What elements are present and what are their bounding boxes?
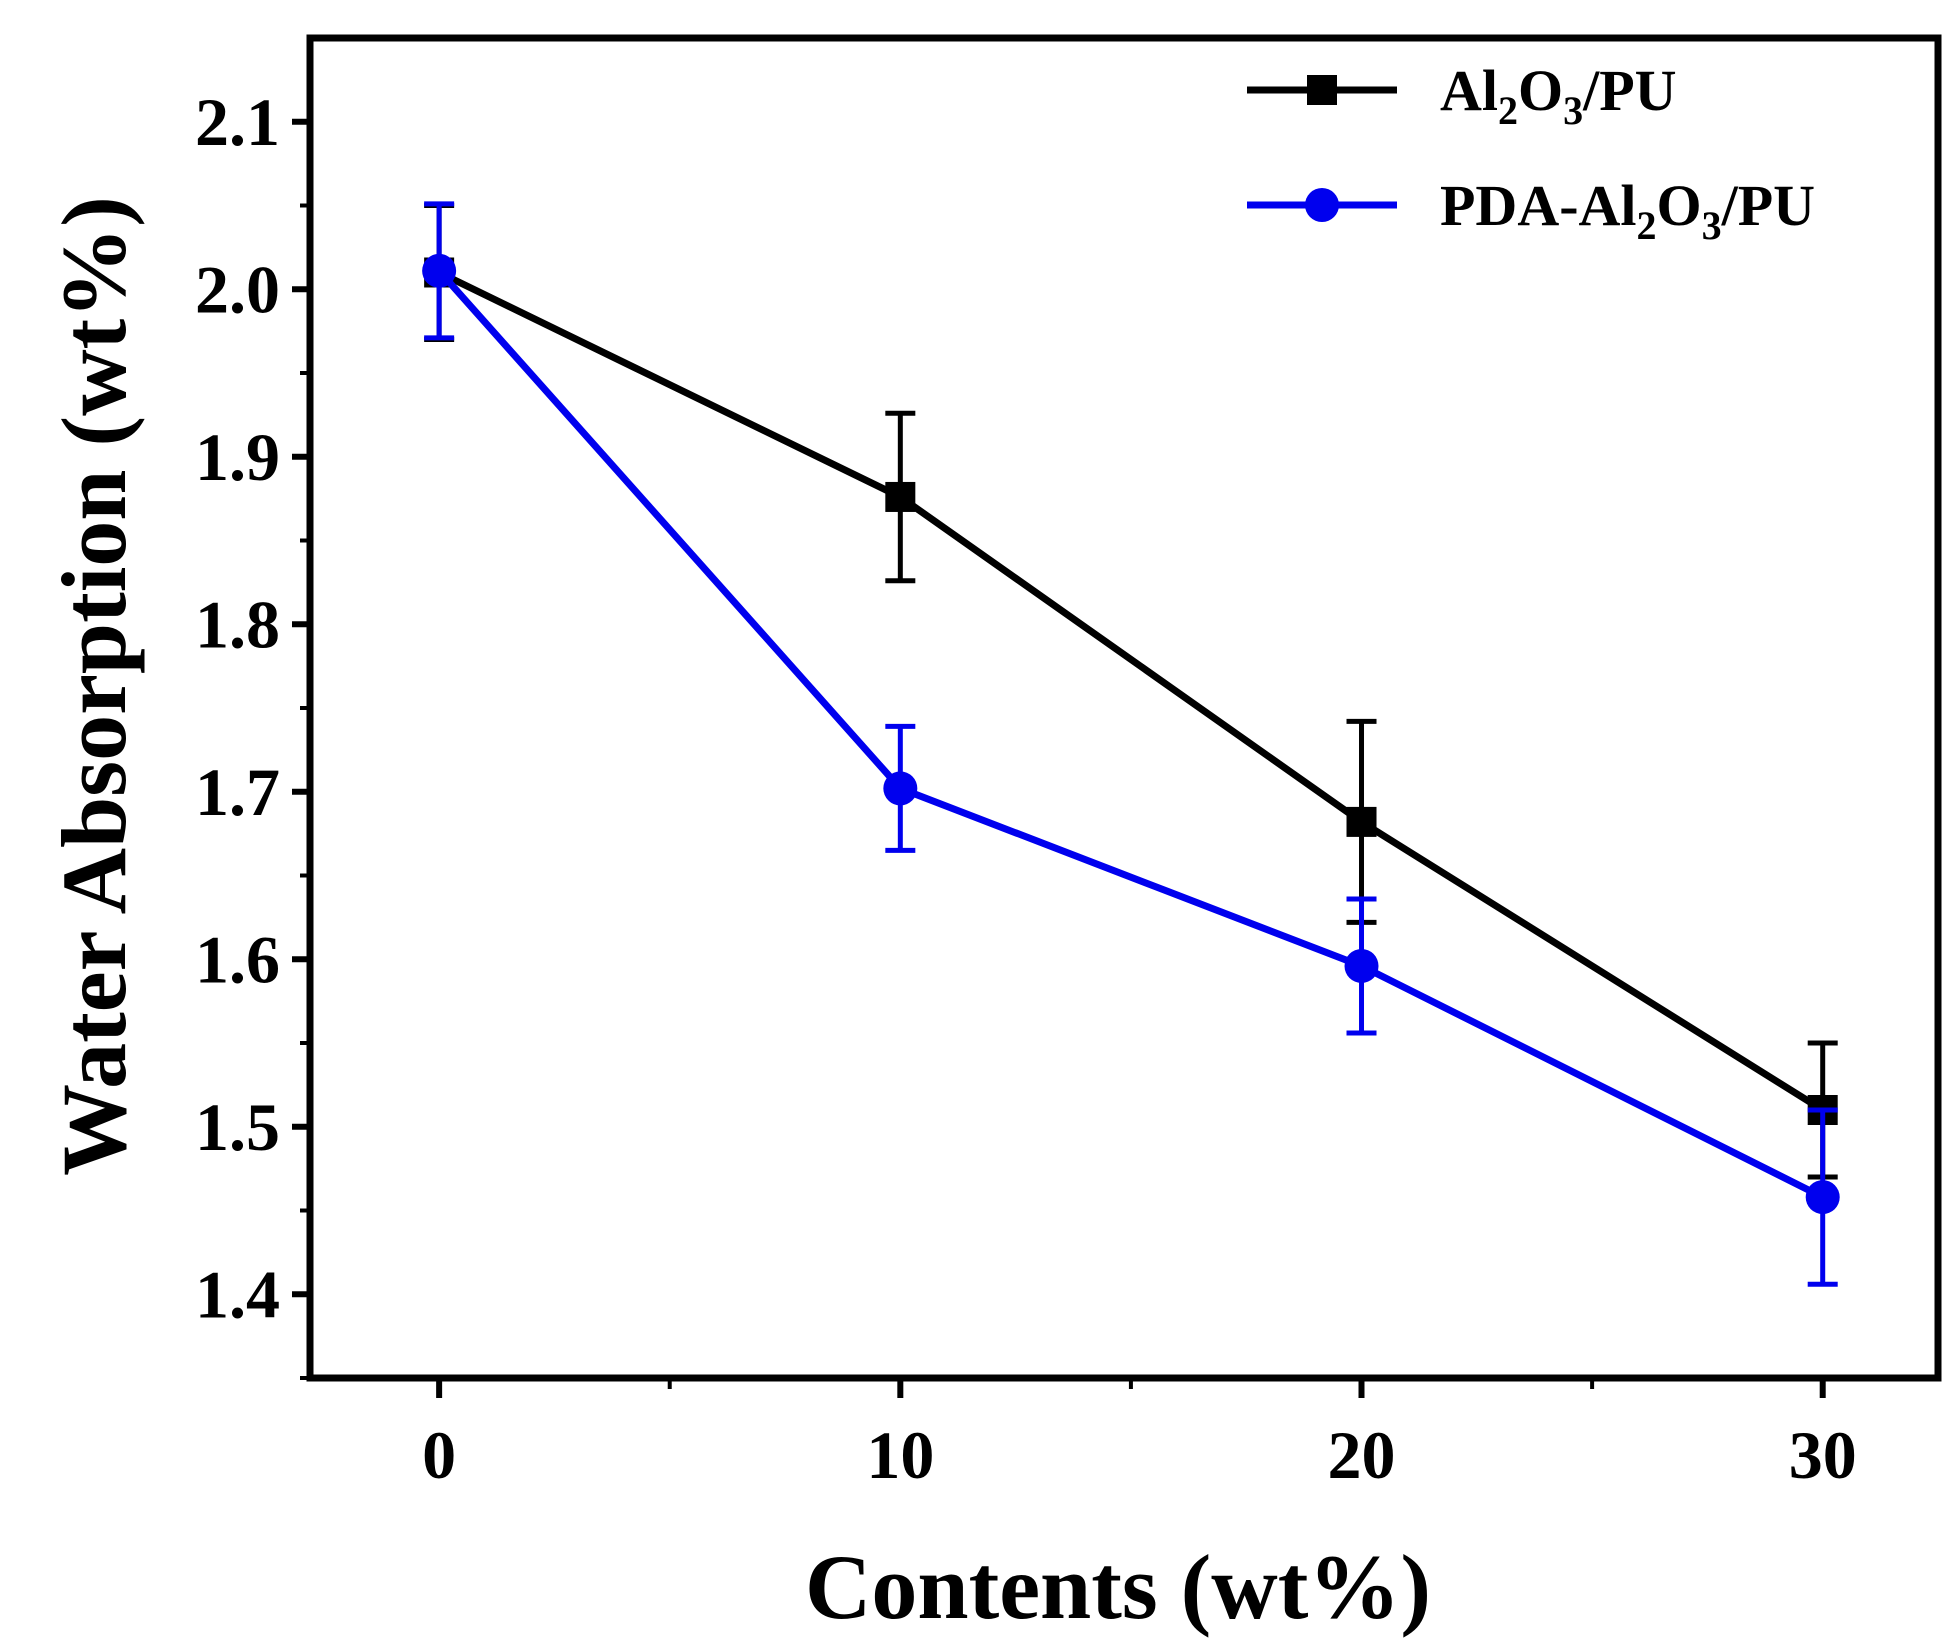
y-tick-label: 1.5 (195, 1089, 280, 1165)
legend-label-text: O (1518, 58, 1563, 123)
data-point (883, 771, 918, 806)
y-tick-label: 1.8 (195, 586, 280, 662)
series-line (436, 268, 1825, 1201)
y-axis-title: Water Absorption (wt%) (43, 196, 145, 1176)
series-1 (422, 201, 1840, 1287)
legend-label-text: /PU (1582, 58, 1676, 123)
data-point (885, 481, 916, 512)
data-point (422, 253, 457, 288)
legend-marker (1307, 75, 1337, 105)
legend-item-1: PDA-Al2O3/PU (1247, 173, 1815, 248)
y-tick-label: 2.1 (195, 84, 280, 160)
legend-label-text: Al (1440, 58, 1498, 123)
plot-frame (306, 34, 1942, 1382)
x-tick-label: 10 (866, 1417, 934, 1493)
legend-subscript: 3 (1563, 88, 1583, 133)
legend-label: PDA-Al2O3/PU (1440, 173, 1815, 248)
series-line (437, 269, 1825, 1113)
y-tick-label: 1.9 (195, 419, 280, 495)
x-tick-label: 20 (1328, 1417, 1396, 1493)
data-point (1805, 1180, 1840, 1215)
legend-subscript: 2 (1498, 88, 1518, 133)
x-axis-title: Contents (wt%) (805, 1536, 1431, 1638)
data-point (1344, 948, 1379, 983)
legend-subscript: 2 (1637, 203, 1657, 248)
series-0 (424, 203, 1838, 1180)
legend-label-text: /PU (1721, 173, 1815, 238)
data-point (1346, 806, 1377, 837)
legend-label-text: O (1657, 173, 1702, 238)
legend-item-0: Al2O3/PU (1247, 58, 1677, 133)
x-tick-label: 0 (422, 1417, 456, 1493)
y-tick-label: 2.0 (195, 251, 280, 327)
y-tick-label: 1.7 (195, 754, 280, 830)
y-tick-label: 1.4 (195, 1256, 280, 1332)
y-tick-label: 1.6 (195, 921, 280, 997)
x-tick-label: 30 (1789, 1417, 1857, 1493)
legend-label-text: PDA-Al (1440, 173, 1637, 238)
legend-marker (1305, 188, 1339, 222)
legend-subscript: 3 (1702, 203, 1722, 248)
legend-label: Al2O3/PU (1440, 58, 1677, 133)
